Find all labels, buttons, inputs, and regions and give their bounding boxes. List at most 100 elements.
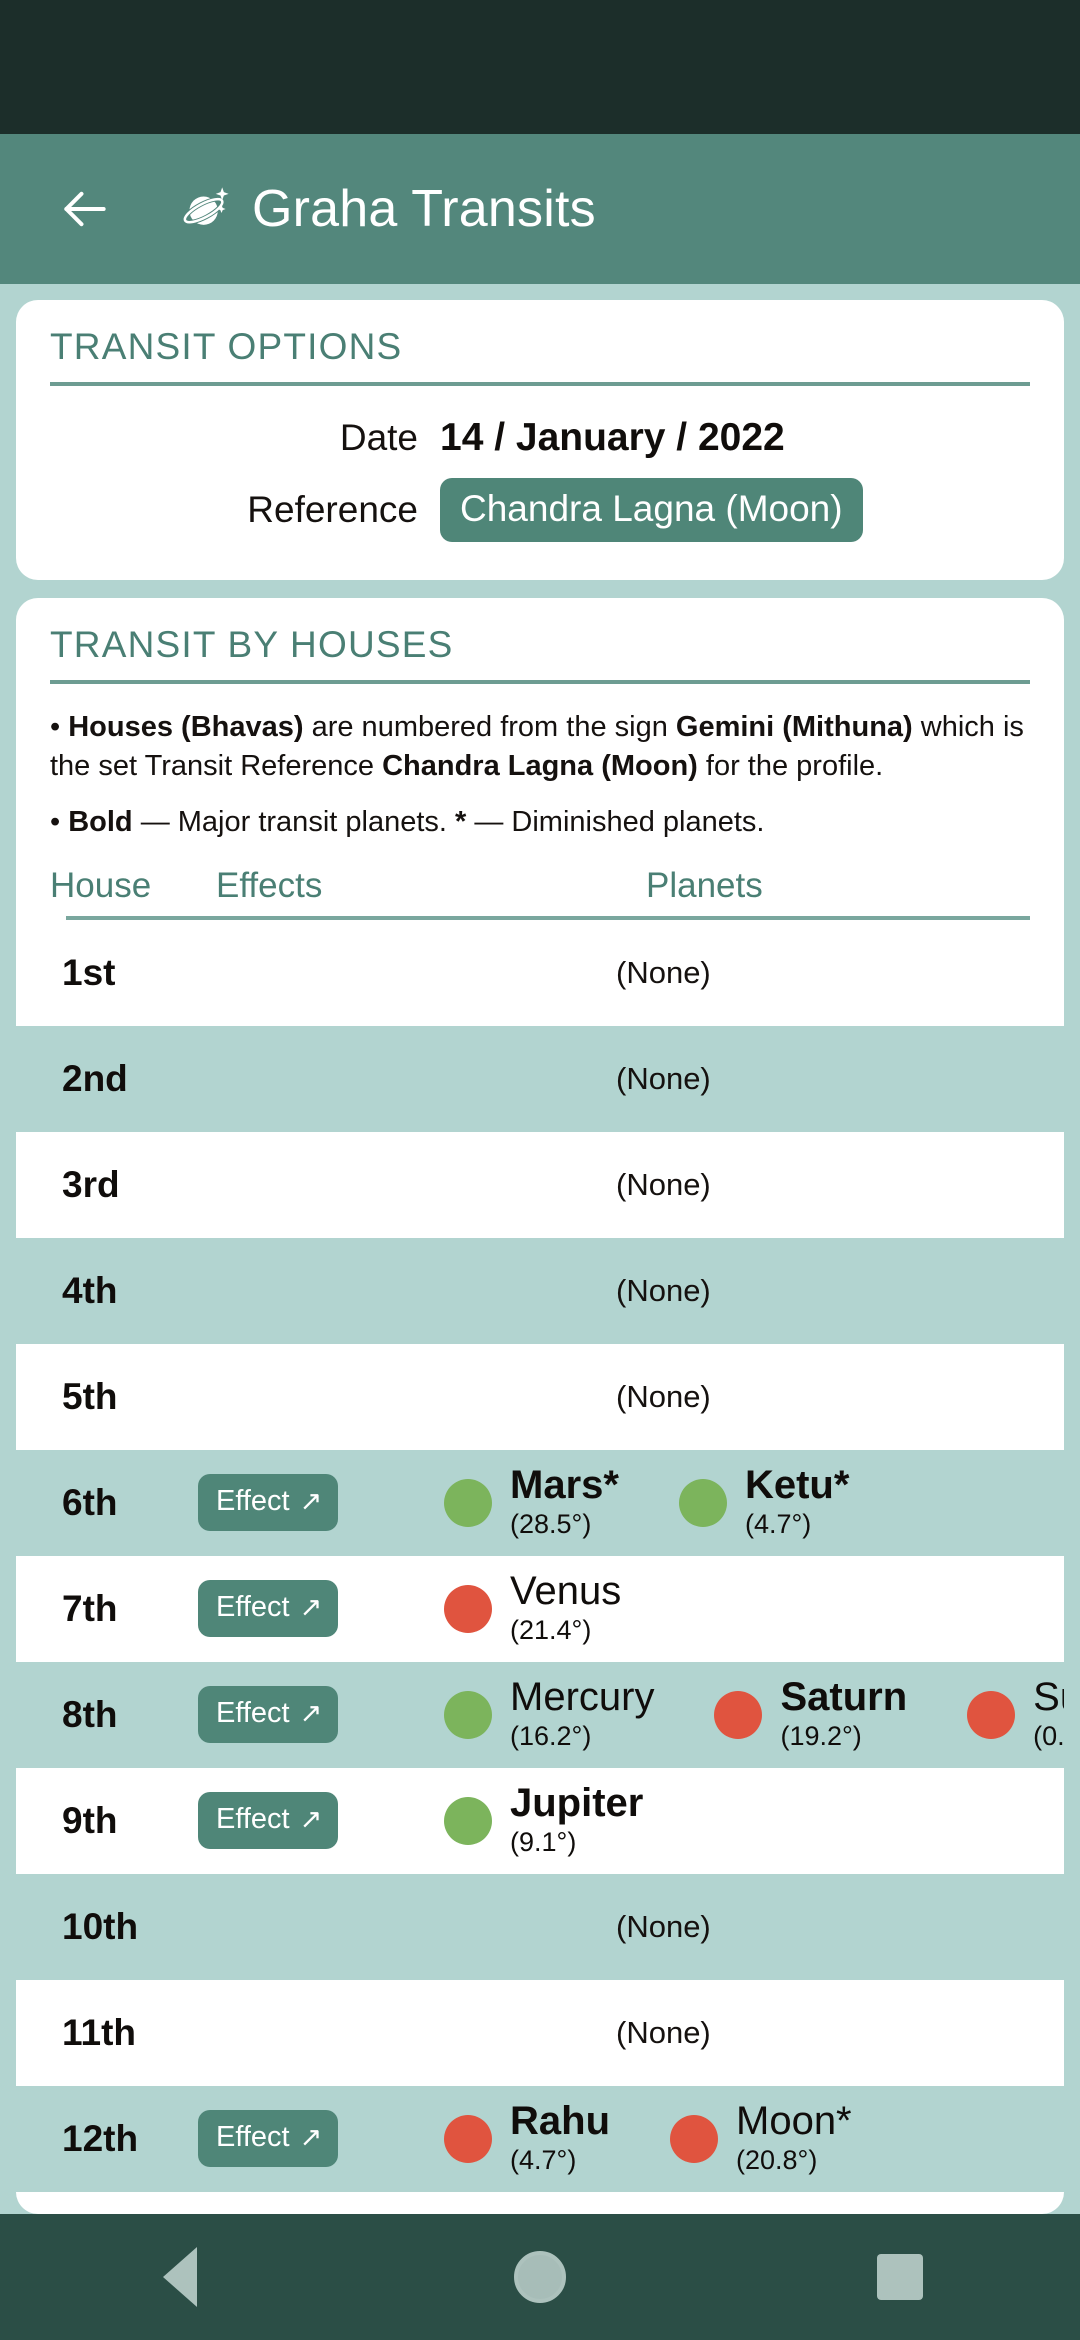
planet-name: Mercury [510,1676,655,1720]
planets-cell: Jupiter (9.1°) [444,1782,1064,1858]
planet-item: Rahu (4.7°) [444,2100,610,2176]
nav-home-button[interactable] [480,2217,600,2337]
note-text: — Diminished planets. [466,806,765,839]
note-text: are numbered from the sign [303,711,676,743]
table-row[interactable]: 8thEffect↗Mercury(16.2°)Saturn(19.2°)Su(… [16,1661,1064,1768]
planet-dot-icon [444,2114,492,2163]
status-bar [0,0,1080,134]
planet-name: Moon* [736,2100,852,2144]
effect-label: Effect [216,1803,290,1836]
note-text: — Major transit planets. [132,806,455,839]
table-row[interactable]: 7th Effect ↗ Venus (21.4°) [16,1556,1064,1662]
planets-cell: (None) [444,1273,1064,1309]
planet-item: Mercury (16.2°) [444,1676,654,1752]
system-nav-bar [0,2214,1080,2340]
reference-row[interactable]: Reference Chandra Lagna (Moon) [50,474,1030,546]
planet-name: Jupiter [510,1782,644,1826]
note-bold-reference: Chandra Lagna (Moon) [382,749,698,782]
effects-cell: Effect ↗ [198,1792,444,1850]
saturn-planet-icon [182,187,229,225]
planet-item: Saturn (19.2°) [714,1676,907,1752]
planet-item: Ketu* (4.7°) [678,1464,849,1540]
app-bar: Graha Transits [0,134,1080,284]
table-row[interactable]: 5th (None) [16,1344,1064,1450]
planet-degree: (19.2°) [780,1721,862,1752]
house-rows: 1st (None) 2nd (None) 3rd (None) 4th (None) 5th (… [16,920,1064,2214]
house-label: 8th [62,1693,118,1735]
planets-cell: (None) [444,1909,1064,1945]
planet-dot-icon [714,1690,763,1739]
date-row[interactable]: Date 14 / January / 2022 [50,402,1030,474]
note-text: which is the set Transit Reference [50,711,1024,782]
nav-recents-button[interactable] [840,2217,960,2337]
planet-dot-icon [444,1690,492,1739]
note-bold-houses: Houses (Bhavas) [68,711,304,743]
house-label: 7th [62,1587,118,1629]
house-label: 4th [62,1269,118,1311]
table-header-divider [66,915,1030,920]
effect-button[interactable]: Effect ↗ [198,1474,339,1532]
table-row[interactable]: 6th Effect ↗ Mars* (28.5°) Ketu* (4.7°) [16,1449,1064,1556]
transit-by-houses-title: TRANSIT BY HOUSES [50,624,454,665]
effect-button[interactable]: Effect ↗ [198,1792,339,1850]
table-row[interactable]: 11th (None) [16,1980,1064,2086]
planet-degree: (4.7°) [744,1509,812,1540]
table-row[interactable]: 3rd (None) [16,1132,1064,1238]
arrow-up-right-icon: ↗ [299,1592,323,1623]
column-header-effects: Effects [216,865,323,905]
planet-dot-icon [670,2114,718,2163]
table-row[interactable]: 10th (None) [16,1873,1064,1980]
planet-name: Su [1033,1676,1064,1720]
none-label: (None) [616,1908,711,1944]
house-label: 1st [62,951,116,993]
planet-dot-icon [967,1690,1016,1739]
reference-chip[interactable]: Chandra Lagna (Moon) [440,478,863,542]
nav-home-icon [514,2251,566,2303]
planets-cell: Mercury(16.2°) Saturn(19.2°) Su(0. [444,1676,1064,1752]
divider [50,382,1030,386]
arrow-up-right-icon: ↗ [299,2122,323,2153]
planet-item: Su(0. [967,1676,1064,1752]
effect-label: Effect [216,1697,290,1730]
planet-item: Venus (21.4°) [444,1570,621,1646]
table-header: House Effects Planets [16,860,1064,916]
house-label: 10th [62,1905,139,1947]
back-button[interactable] [46,170,124,248]
date-value[interactable]: 14 / January / 2022 [440,416,785,459]
effect-button[interactable]: Effect ↗ [198,1580,339,1638]
nav-recents-icon [877,2254,923,2300]
house-label: 9th [62,1799,118,1841]
arrow-up-right-icon: ↗ [299,1804,323,1835]
house-label: 5th [62,1375,118,1417]
planet-degree: (21.4°) [510,1615,592,1646]
table-row[interactable]: 1st (None) [16,920,1064,1026]
arrow-up-right-icon: ↗ [299,1486,323,1517]
planet-degree: (9.1°) [510,1827,577,1858]
effects-cell: Effect ↗ [198,2110,444,2168]
reference-label: Reference [247,489,418,530]
planet-item: Mars* (28.5°) [444,1464,619,1540]
nav-back-button[interactable] [120,2217,240,2337]
effect-button[interactable]: Effect ↗ [198,1686,339,1744]
none-label: (None) [616,1060,711,1096]
planets-cell: (None) [444,1379,1064,1415]
none-label: (None) [616,1166,711,1202]
content-scroll[interactable]: TRANSIT OPTIONS Date 14 / January / 2022… [0,284,1080,2214]
planet-dot-icon [678,1478,727,1527]
transit-options-title: TRANSIT OPTIONS [50,326,403,367]
effect-button[interactable]: Effect ↗ [198,2110,339,2168]
note-asterisk: * [455,806,467,839]
divider [50,680,1030,684]
table-row[interactable]: 9th Effect ↗ Jupiter (9.1°) [16,1768,1064,1874]
table-row[interactable]: 12th Effect ↗ Rahu (4.7°) Moon* (20.8°) [16,2085,1064,2192]
table-row[interactable]: 2nd (None) [16,1025,1064,1132]
note-houses: • Houses (Bhavas) are numbered from the … [50,708,1030,785]
planet-name: Saturn [780,1676,908,1720]
arrow-up-right-icon: ↗ [299,1698,323,1729]
note-bullet: • [50,806,69,839]
date-label: Date [339,417,418,458]
table-row[interactable]: 4th (None) [16,1237,1064,1344]
note-bold-legend: • Bold — Major transit planets. * — Dimi… [50,803,1030,842]
planets-cell: (None) [444,2015,1064,2051]
